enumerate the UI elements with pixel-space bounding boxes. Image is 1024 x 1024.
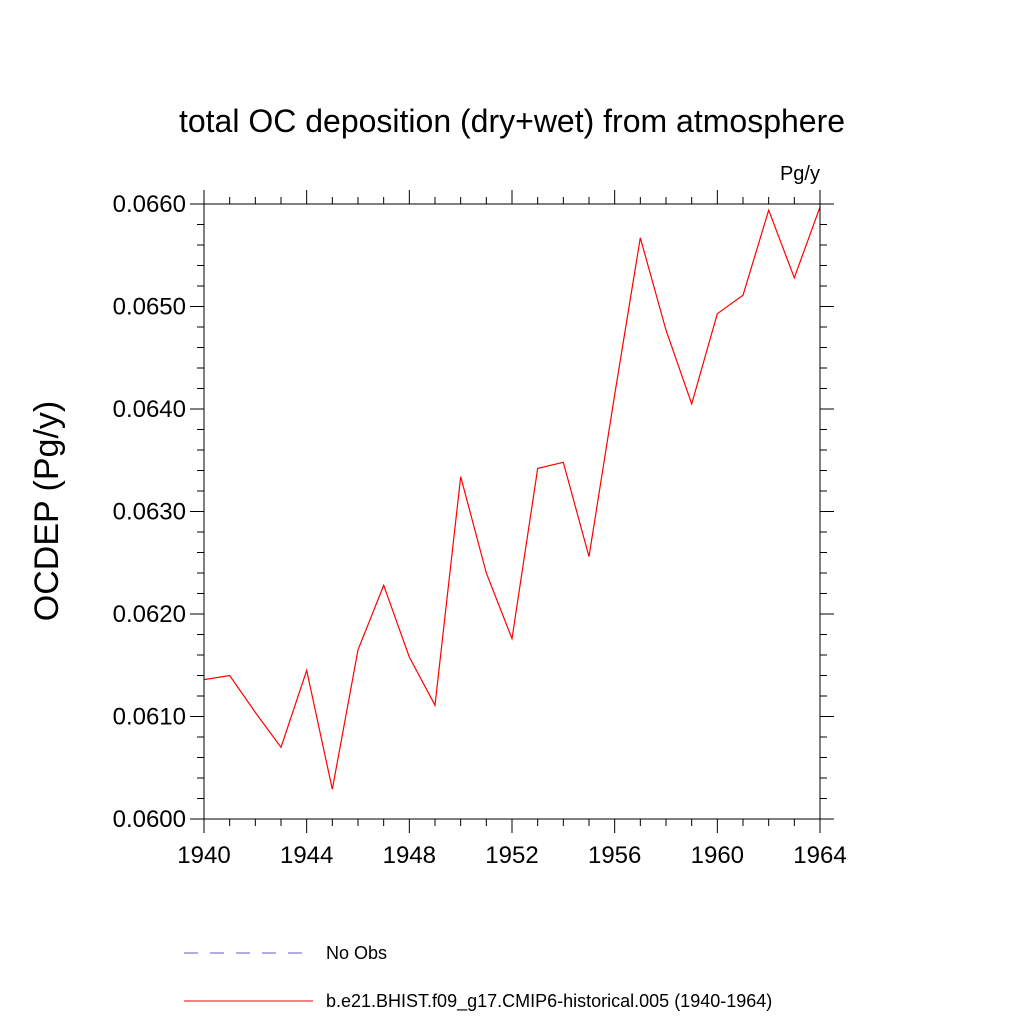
minor-ticks <box>197 197 827 826</box>
legend-label-model: b.e21.BHIST.f09_g17.CMIP6-historical.005… <box>326 991 772 1012</box>
series-line-model <box>203 206 821 790</box>
y-tick-label: 0.0600 <box>113 806 186 833</box>
plot-frame <box>203 203 821 820</box>
y-tick-labels: 0.0600 0.0610 0.0620 0.0630 0.0640 0.0650 0.06… <box>113 191 186 833</box>
x-tick-label: 1960 <box>691 842 744 869</box>
y-tick-label: 0.0620 <box>113 601 186 628</box>
x-tick-label: 1952 <box>485 842 538 869</box>
legend-label-no-obs: No Obs <box>326 943 387 963</box>
major-ticks <box>190 190 834 833</box>
x-tick-label: 1948 <box>383 842 436 869</box>
y-tick-label: 0.0630 <box>113 499 186 526</box>
x-tick-label: 1944 <box>280 842 333 869</box>
units-label: Pg/y <box>780 163 820 185</box>
chart-title: total OC deposition (dry+wet) from atmos… <box>179 103 845 139</box>
y-tick-label: 0.0640 <box>113 396 186 423</box>
series-layer <box>203 206 821 790</box>
x-tick-label: 1940 <box>177 842 230 869</box>
x-tick-labels: 1940 1944 1948 1952 1956 1960 1964 <box>177 842 846 869</box>
y-axis-label: OCDEP (Pg/y) <box>28 401 66 621</box>
y-tick-label: 0.0610 <box>113 704 186 731</box>
y-tick-label: 0.0660 <box>113 191 186 218</box>
legend: No Obs b.e21.BHIST.f09_g17.CMIP6-histori… <box>184 943 772 1012</box>
y-tick-label: 0.0650 <box>113 294 186 321</box>
x-tick-label: 1956 <box>588 842 641 869</box>
x-tick-label: 1964 <box>793 842 846 869</box>
